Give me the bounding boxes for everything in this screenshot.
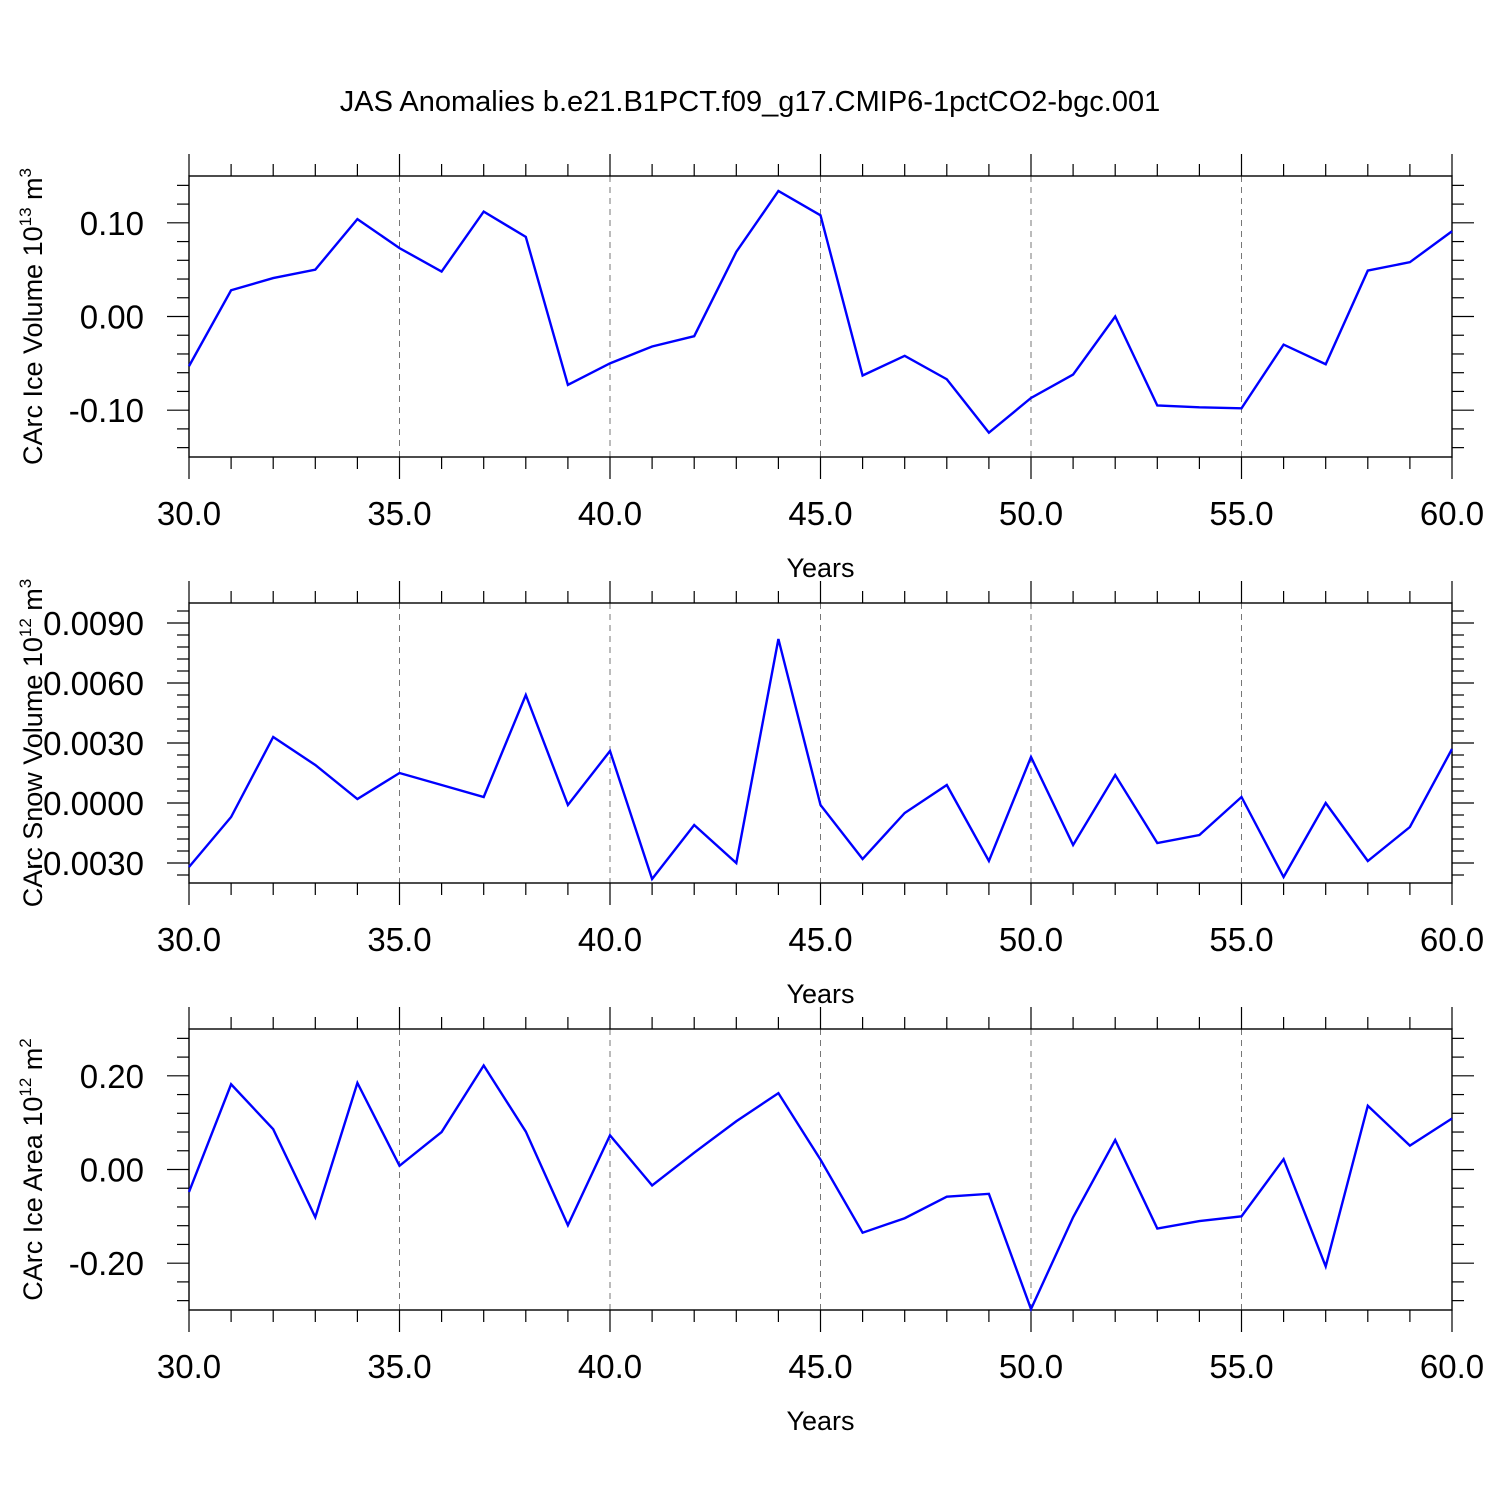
x-tick-label: 45.0 [788,495,852,532]
x-tick-label: 30.0 [157,1348,221,1385]
x-tick-label: 40.0 [578,1348,642,1385]
x-tick-label: 30.0 [157,921,221,958]
series-line [188,638,1454,882]
y-tick-label: 0.10 [80,205,144,242]
y-tick-label: -0.20 [69,1245,144,1282]
y-axis-label: CArc Snow Volume 1012 m3 [16,579,48,908]
y-tick-label: 0.0090 [43,605,144,642]
x-tick-label: 60.0 [1420,921,1484,958]
x-tick-label: 55.0 [1209,1348,1273,1385]
x-tick-label: 45.0 [788,1348,852,1385]
x-tick-label: 40.0 [578,921,642,958]
x-tick-label: 35.0 [367,1348,431,1385]
series-line [187,1063,1453,1313]
x-tick-label: 60.0 [1420,1348,1484,1385]
y-tick-label: 0.00 [80,299,144,336]
series-line [187,189,1453,435]
x-tick-label: 50.0 [999,921,1063,958]
x-tick-label: 55.0 [1209,495,1273,532]
y-tick-label: 0.20 [80,1058,144,1095]
x-tick-label: 55.0 [1209,921,1273,958]
y-tick-label: -0.10 [69,392,144,429]
x-tick-label: 40.0 [578,495,642,532]
x-tick-label: 60.0 [1420,495,1484,532]
x-axis-label: Years [786,979,854,1009]
y-tick-label: 0.0060 [43,665,144,702]
y-tick-label: 0.0030 [43,725,144,762]
panel-1: 30.0 35.0 40.0 45.0 50.0 55.0 60.0 -0.10 0.00 0.1… [16,154,1484,583]
y-tick-label: -0.0030 [32,845,144,882]
x-axis-label: Years [786,553,854,583]
x-axis-label: Years [786,1406,854,1436]
y-tick-label: 0.00 [80,1152,144,1189]
x-tick-label: 45.0 [788,921,852,958]
x-tick-label: 50.0 [999,495,1063,532]
x-tick-label: 30.0 [157,495,221,532]
x-tick-label: 35.0 [367,921,431,958]
x-tick-label: 50.0 [999,1348,1063,1385]
panel-2: 30.0 35.0 40.0 45.0 50.0 55.0 60.0 -0.0030 0.000… [16,579,1484,1009]
x-tick-label: 35.0 [367,495,431,532]
chart-title: JAS Anomalies b.e21.B1PCT.f09_g17.CMIP6-… [339,86,1161,118]
plot-frame [188,602,1453,884]
panel-3: 30.0 35.0 40.0 45.0 50.0 55.0 60.0 -0.20 0.00 0.2… [16,1007,1484,1436]
y-axis-label: CArc Ice Volume 1013 m3 [16,168,48,465]
plot-frame [188,1028,1453,1311]
y-axis-label: CArc Ice Area 1012 m2 [16,1038,48,1301]
y-tick-label: 0.0000 [43,785,144,822]
